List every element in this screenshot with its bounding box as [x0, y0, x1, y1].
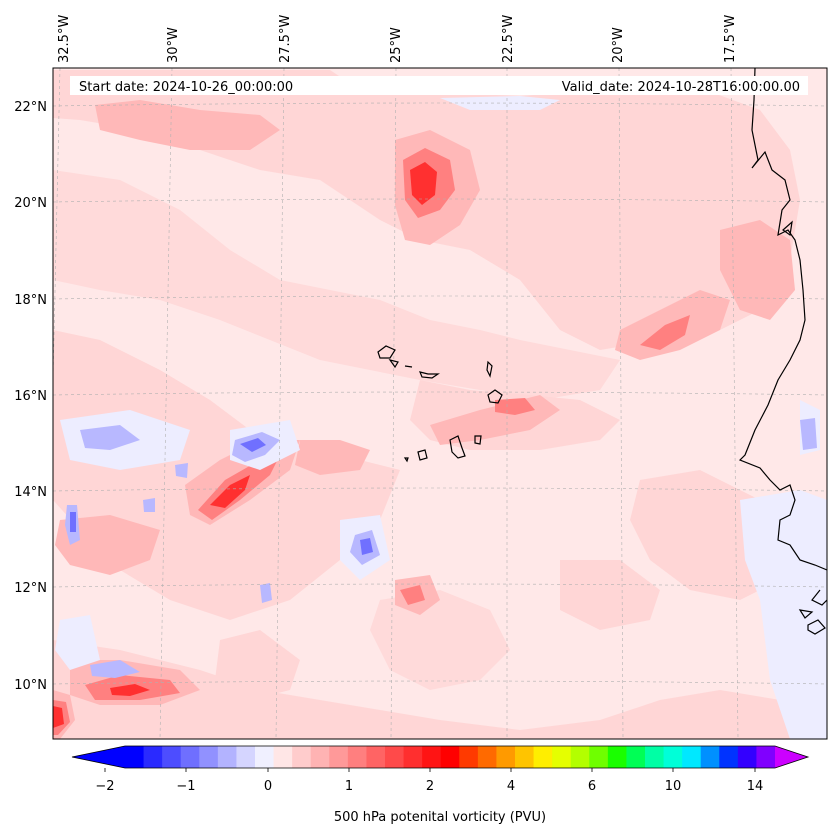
colorbar-tick-label: 4: [507, 779, 515, 794]
colorbar-over-arrow: [775, 746, 808, 768]
colorbar-cell: [496, 746, 516, 768]
colorbar-cell: [162, 746, 182, 768]
colorbar: −2 −1 0 1 2 4 6 10 14 500 hPa potenital …: [71, 745, 810, 825]
colorbar-tick-label: −2: [95, 779, 114, 794]
colorbar-tick-label: 14: [747, 779, 764, 794]
colorbar-cell: [125, 746, 144, 768]
lon-label: 30°W: [166, 27, 181, 63]
colorbar-cell: [403, 746, 423, 768]
pv-neg-strong-regions: [70, 438, 373, 555]
colorbar-cell: [645, 746, 664, 768]
colorbar-cell: [180, 746, 200, 768]
colorbar-tick-label: 10: [665, 779, 682, 794]
lat-label: 20°N: [14, 196, 47, 211]
lat-label: 16°N: [14, 389, 47, 404]
graticule: [53, 68, 827, 739]
colorbar-cell: [515, 746, 534, 768]
colorbar-cell: [459, 746, 479, 768]
lon-label: 32.5°W: [57, 15, 72, 63]
lat-label: 22°N: [14, 100, 47, 115]
lon-label: 17.5°W: [723, 15, 738, 63]
colorbar-cells: [125, 746, 776, 768]
lon-label: 25°W: [389, 27, 404, 63]
colorbar-cell: [310, 746, 330, 768]
colorbar-ticks: [104, 768, 756, 772]
colorbar-cell: [626, 746, 646, 768]
lat-label: 14°N: [14, 485, 47, 500]
lat-label: 10°N: [14, 678, 47, 693]
colorbar-cell: [663, 746, 683, 768]
colorbar-tick-label: 6: [588, 779, 596, 794]
colorbar-cell: [236, 746, 256, 768]
colorbar-cell: [217, 746, 237, 768]
start-date-label: Start date: 2024-10-26_00:00:00: [79, 80, 293, 95]
colorbar-cell: [700, 746, 720, 768]
valid-date-label: Valid_date: 2024-10-28T16:00:00.00: [562, 80, 800, 95]
colorbar-cell: [737, 746, 757, 768]
colorbar-cell: [329, 746, 349, 768]
colorbar-tick-label: −1: [176, 779, 195, 794]
colorbar-cell: [255, 746, 274, 768]
colorbar-cell: [756, 746, 776, 768]
pv-max-regions: [53, 162, 437, 728]
lon-label: 22.5°W: [501, 15, 516, 63]
colorbar-cell: [273, 746, 293, 768]
colorbar-label: 500 hPa potenital vorticity (PVU): [334, 810, 546, 825]
colorbar-under-arrow: [72, 746, 125, 768]
colorbar-tick-label: 0: [264, 779, 272, 794]
colorbar-cell: [440, 746, 460, 768]
longitude-labels: 32.5°W 30°W 27.5°W 25°W 22.5°W 20°W 17.5…: [57, 15, 738, 63]
lon-label: 20°W: [611, 27, 626, 63]
colorbar-outline: [71, 745, 810, 769]
lon-label: 27.5°W: [278, 15, 293, 63]
colorbar-tick-label: 2: [426, 779, 434, 794]
colorbar-cell: [719, 746, 739, 768]
lat-label: 18°N: [14, 293, 47, 308]
lat-label: 12°N: [14, 581, 47, 596]
colorbar-cell: [552, 746, 572, 768]
colorbar-cell: [570, 746, 590, 768]
colorbar-cell: [589, 746, 609, 768]
map-frame: [52, 67, 828, 740]
colorbar-cell: [385, 746, 404, 768]
latitude-labels: 22°N 20°N 18°N 16°N 14°N 12°N 10°N: [14, 100, 47, 693]
colorbar-cell: [533, 746, 553, 768]
pv-field: [53, 68, 827, 739]
colorbar-cell: [607, 746, 627, 768]
colorbar-cell: [143, 746, 163, 768]
colorbar-cell: [477, 746, 497, 768]
colorbar-cell: [347, 746, 367, 768]
colorbar-cell: [366, 746, 386, 768]
colorbar-cell: [422, 746, 442, 768]
colorbar-tick-label: 1: [345, 779, 353, 794]
colorbar-cell: [682, 746, 702, 768]
coastline: [377, 68, 827, 635]
info-bar: [70, 76, 808, 95]
colorbar-cell: [199, 746, 219, 768]
colorbar-cell: [292, 746, 312, 768]
